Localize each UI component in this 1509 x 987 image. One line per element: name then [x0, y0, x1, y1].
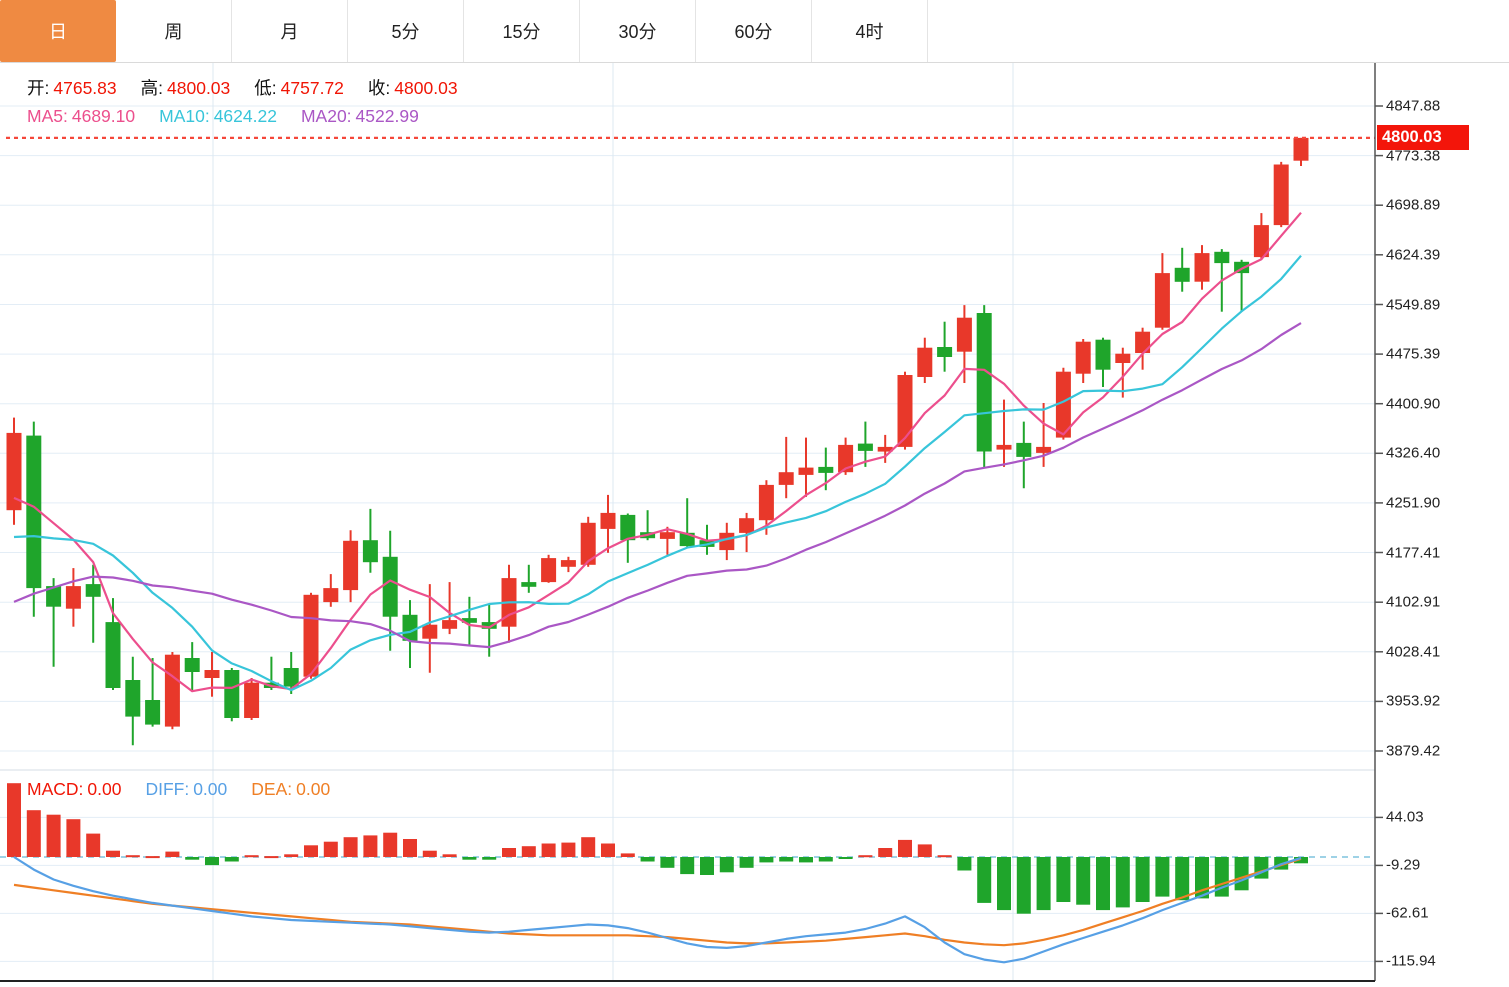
ma20-readout: MA20: 4522.99 [300, 106, 419, 126]
diff-value-readout: DIFF: 0.00 [145, 779, 228, 799]
close-readout: 收: 4800.03 [367, 78, 458, 98]
dea-value-readout: DEA: 0.00 [251, 779, 331, 799]
last-price-badge: 4800.03 [1377, 125, 1469, 151]
low-readout: 低: 4757.72 [254, 78, 344, 98]
tab-day[interactable]: 日 [0, 0, 116, 62]
price-axis-label: 4102.91 [1386, 593, 1441, 611]
price-axis-label: 4847.88 [1386, 97, 1441, 115]
price-axis-label: 3879.42 [1386, 742, 1441, 760]
timeframe-tabbar: 日 周 月 5分 15分 30分 60分 4时 [0, 0, 1509, 63]
macd-axis-label: -115.94 [1386, 952, 1436, 970]
price-axis-label: 4177.41 [1386, 544, 1441, 561]
high-readout: 高: 4800.03 [140, 78, 231, 98]
ma-readout: MA5: 4689.10 MA10: 4624.22 MA20: 4522.99 [27, 106, 443, 126]
macd-axis-label: 44.03 [1386, 808, 1424, 826]
price-axis-label: 4475.39 [1386, 345, 1441, 363]
tab-30min[interactable]: 30分 [580, 0, 696, 62]
tab-60min[interactable]: 60分 [696, 0, 812, 62]
tab-15min[interactable]: 15分 [464, 0, 580, 62]
price-axis-label: 4773.38 [1386, 147, 1441, 165]
price-axis-label: 4251.90 [1386, 494, 1441, 512]
open-readout: 开: 4765.83 [27, 78, 117, 98]
ohlc-readout: 开: 4765.83 高: 4800.03 低: 4757.72 收: 4800.03 [27, 78, 482, 98]
macd-axis-label: -62.61 [1386, 904, 1429, 922]
price-axis-label: 4698.89 [1386, 196, 1441, 214]
tab-month[interactable]: 月 [232, 0, 348, 62]
price-axis-label: 4326.40 [1386, 444, 1441, 462]
macd-axis-label: -9.29 [1386, 856, 1421, 874]
macd-readout: MACD: 0.00 DIFF: 0.00 DEA: 0.00 [27, 779, 354, 799]
ma10-readout: MA10: 4624.22 [159, 106, 277, 126]
tab-5min[interactable]: 5分 [348, 0, 464, 62]
macd-value-readout: MACD: 0.00 [27, 779, 122, 799]
tab-week[interactable]: 周 [116, 0, 232, 62]
price-axis-label: 4624.39 [1386, 246, 1441, 264]
price-axis-label: 4400.90 [1386, 395, 1441, 413]
tab-4hour[interactable]: 4时 [812, 0, 928, 62]
ma5-readout: MA5: 4689.10 [27, 106, 136, 126]
price-axis-label: 4549.89 [1386, 296, 1441, 313]
price-axis-label: 3953.92 [1386, 692, 1441, 710]
price-axis-label: 4028.41 [1386, 643, 1441, 661]
